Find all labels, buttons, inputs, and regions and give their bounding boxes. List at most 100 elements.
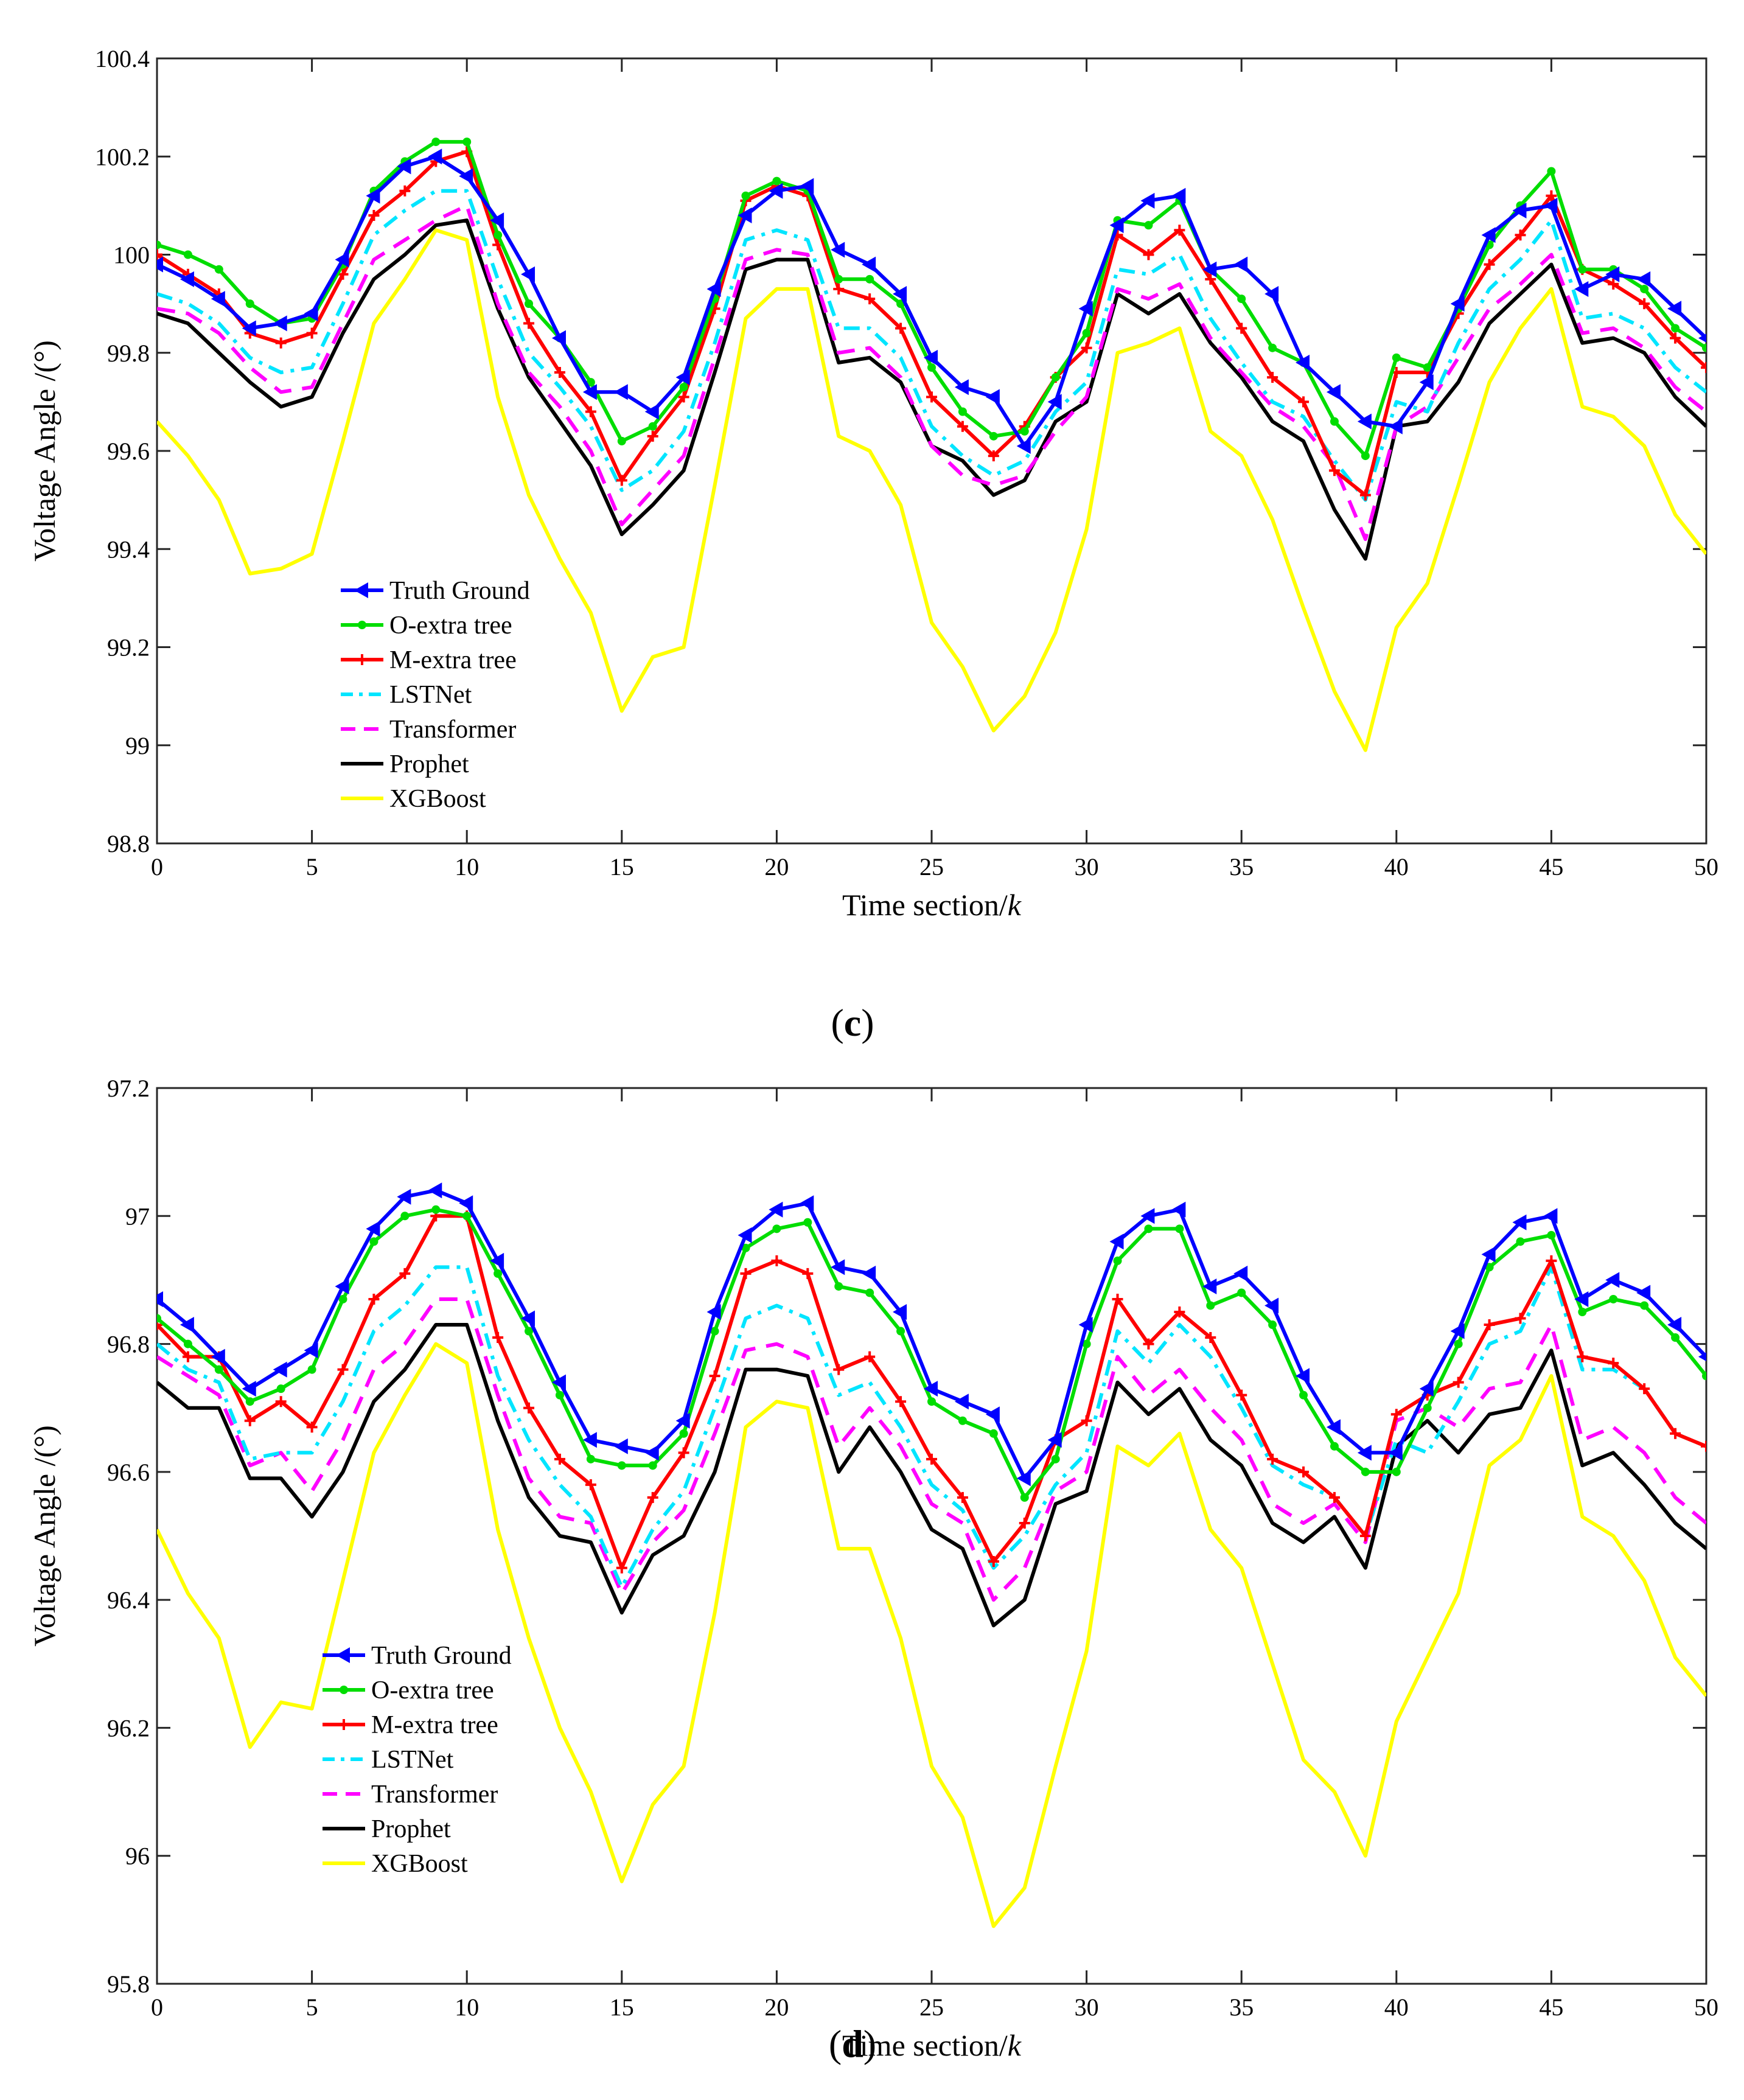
data-point-marker: [1233, 256, 1248, 273]
x-tick-label: 30: [1075, 1994, 1099, 2021]
data-point-marker: [1171, 1201, 1186, 1218]
data-point-marker: [1205, 1332, 1216, 1344]
data-point-marker: [647, 1491, 658, 1503]
data-point-marker: [926, 391, 937, 403]
legend-item-transformer: Transformer: [323, 1781, 498, 1809]
data-point-marker: [800, 178, 814, 194]
data-point-marker: [803, 1218, 812, 1227]
data-point-marker: [525, 1327, 534, 1336]
series-o-extra-tree: [157, 1205, 1706, 1502]
x-tick-label: 25: [919, 1994, 944, 2021]
data-point-marker: [1081, 342, 1092, 354]
y-tick-label: 100.4: [95, 45, 150, 72]
legend-marker: [338, 1719, 349, 1730]
data-point-marker: [834, 1282, 843, 1291]
data-point-marker: [1143, 249, 1154, 260]
data-point-marker: [428, 148, 442, 165]
data-point-marker: [492, 1332, 504, 1344]
legend-item-xgboost: XGBoost: [341, 785, 486, 813]
y-tick-label: 97: [125, 1202, 150, 1230]
data-point-marker: [397, 1188, 411, 1205]
data-point-marker: [1019, 1517, 1030, 1529]
data-point-marker: [1361, 452, 1370, 461]
data-point-marker: [275, 337, 287, 349]
data-point-marker: [772, 176, 781, 186]
data-point-marker: [1233, 1265, 1248, 1282]
data-point-marker: [738, 1227, 752, 1243]
data-point-marker: [1140, 1208, 1155, 1224]
legend-item-transformer: Transformer: [341, 716, 516, 744]
legend-label: O-extra tree: [371, 1676, 494, 1704]
data-point-marker: [1016, 438, 1031, 454]
data-point-marker: [1419, 374, 1434, 391]
plot-frame: [156, 57, 1707, 845]
legend-label: M-extra tree: [371, 1711, 498, 1739]
series-line-lstnet: [157, 1265, 1706, 1589]
series-prophet: [157, 1323, 1706, 1628]
data-point-marker: [1667, 1317, 1682, 1333]
x-axis-label: Time section/k: [842, 2028, 1022, 2062]
data-point-marker: [644, 403, 659, 420]
x-tick-label: 45: [1539, 1994, 1563, 2021]
data-point-marker: [1702, 343, 1706, 352]
data-point-marker: [1609, 1294, 1618, 1303]
series-truth-ground: [157, 1182, 1706, 1487]
data-point-marker: [927, 1397, 936, 1406]
data-point-marker: [306, 1422, 318, 1433]
data-point-marker: [338, 1294, 347, 1303]
data-point-marker: [1330, 1442, 1339, 1451]
data-point-marker: [896, 1327, 905, 1336]
data-point-marker: [183, 1339, 192, 1348]
data-point-marker: [1328, 1491, 1340, 1503]
data-point-marker: [1078, 1317, 1093, 1333]
data-point-marker: [1326, 1419, 1341, 1435]
data-point-marker: [1640, 284, 1649, 293]
data-point-marker: [924, 1381, 938, 1397]
x-tick-label: 45: [1539, 853, 1563, 881]
data-point-marker: [1670, 1428, 1681, 1439]
data-point-marker: [1481, 227, 1496, 243]
data-point-marker: [1702, 1372, 1706, 1381]
data-point-marker: [1144, 221, 1153, 230]
legend-label: XGBoost: [389, 785, 486, 813]
legend-item-lstnet: LSTNet: [323, 1746, 454, 1774]
legend-item-o-extra-tree: O-extra tree: [323, 1676, 494, 1704]
data-point-marker: [679, 383, 688, 392]
data-point-marker: [1640, 1301, 1649, 1310]
data-point-marker: [1577, 1351, 1588, 1362]
data-point-marker: [1698, 1352, 1706, 1361]
data-point-marker: [613, 1438, 628, 1454]
data-point-marker: [1547, 1230, 1556, 1240]
data-point-marker: [428, 1182, 442, 1199]
data-point-marker: [431, 138, 441, 147]
data-point-marker: [675, 369, 690, 386]
data-point-marker: [1453, 1376, 1464, 1388]
data-point-marker: [1236, 1389, 1247, 1401]
data-point-marker: [862, 1265, 876, 1282]
data-point-marker: [957, 420, 968, 432]
data-point-marker: [1109, 217, 1124, 234]
data-point-marker: [1388, 418, 1403, 434]
legend-item-xgboost: XGBoost: [323, 1850, 468, 1878]
data-point-marker: [180, 1317, 194, 1333]
data-point-marker: [617, 1461, 626, 1470]
caption-close-paren: ): [863, 2022, 876, 2065]
data-point-marker: [1608, 1358, 1619, 1369]
data-point-marker: [335, 1278, 349, 1294]
chart-panel-c: 0 5 10 15 20 25 30 35 40 45 50 98.8 99 99.2 99.4 99.6 99…: [27, 45, 1718, 1044]
data-point-marker: [1268, 1320, 1277, 1330]
data-point-marker: [1574, 1291, 1589, 1307]
data-point-marker: [1143, 1338, 1154, 1350]
data-point-marker: [924, 349, 938, 366]
data-point-marker: [988, 450, 999, 462]
data-point-marker: [679, 1429, 688, 1438]
x-tick-label: 50: [1694, 1994, 1718, 2021]
data-point-marker: [1357, 413, 1372, 430]
legend-item-truth-ground: Truth Ground: [341, 577, 530, 605]
legend-label: Prophet: [389, 750, 469, 778]
data-point-marker: [1082, 1339, 1091, 1348]
data-point-marker: [769, 183, 783, 199]
data-point-marker: [182, 1351, 194, 1362]
data-point-marker: [1264, 286, 1279, 302]
